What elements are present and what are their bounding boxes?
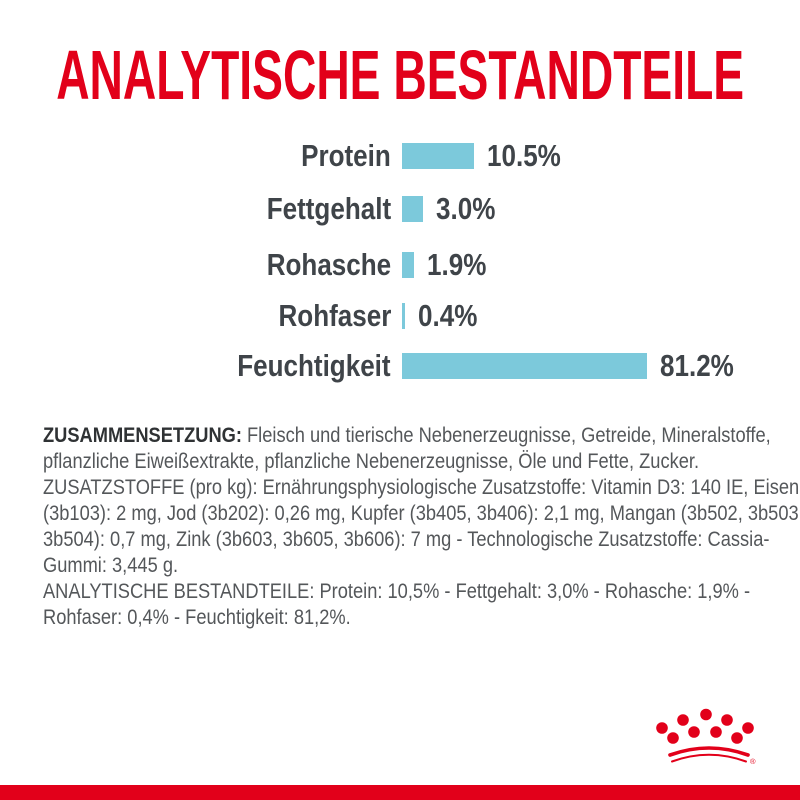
info-line: ZUSATZSTOFFE (pro kg): Ernährungsphysiol… — [43, 476, 800, 499]
feuchtigkeit-bar — [402, 353, 647, 379]
composition-line1-rest: Fleisch und tierische Nebenerzeugnisse, … — [241, 424, 771, 447]
rohfaser-label: Rohfaser — [278, 298, 391, 333]
protein-value: 10.5% — [487, 138, 561, 173]
info-line: (3b103): 2 mg, Jod (3b202): 0,26 mg, Kup… — [43, 502, 800, 525]
rohasche-label: Rohasche — [266, 247, 391, 282]
protein-bar — [402, 143, 474, 169]
composition-text-block: ZUSAMMENSETZUNG: Fleisch und tierische N… — [43, 423, 800, 631]
composition-heading: ZUSAMMENSETZUNG: — [43, 424, 242, 447]
royal-canin-crown-icon: ® — [656, 708, 756, 766]
feuchtigkeit-value: 81.2% — [660, 348, 734, 383]
fettgehalt-value: 3.0% — [436, 191, 496, 226]
chart-row-feuchtigkeit: Feuchtigkeit 81.2% — [0, 348, 800, 383]
rohasche-value: 1.9% — [427, 247, 487, 282]
rohfaser-value: 0.4% — [418, 298, 478, 333]
chart-row-fettgehalt: Fettgehalt 3.0% — [0, 191, 800, 226]
info-line: 3b504): 0,7 mg, Zink (3b603, 3b605, 3b60… — [43, 528, 770, 551]
chart-row-rohasche: Rohasche 1.9% — [0, 247, 800, 282]
info-line: Rohfaser: 0,4% - Feuchtigkeit: 81,2%. — [43, 606, 351, 629]
page-title: ANALYTISCHE BESTANDTEILE — [0, 36, 800, 114]
info-line-composition: ZUSAMMENSETZUNG: Fleisch und tierische N… — [43, 423, 771, 449]
feuchtigkeit-label: Feuchtigkeit — [237, 348, 391, 383]
page-title-text: ANALYTISCHE BESTANDTEILE — [56, 36, 744, 114]
registered-trademark-icon: ® — [750, 757, 756, 766]
protein-label: Protein — [301, 138, 391, 173]
info-line: pflanzliche Eiweißextrakte, pflanzliche … — [43, 450, 700, 473]
fettgehalt-bar — [402, 196, 423, 222]
info-lines: pflanzliche Eiweißextrakte, pflanzliche … — [43, 449, 800, 631]
rohfaser-bar — [402, 303, 405, 329]
bottom-red-bar — [0, 785, 800, 800]
info-line: ANALYTISCHE BESTANDTEILE: Protein: 10,5%… — [43, 580, 751, 603]
chart-row-protein: Protein 10.5% — [0, 138, 800, 173]
fettgehalt-label: Fettgehalt — [266, 191, 391, 226]
rohasche-bar — [402, 252, 414, 278]
info-line: Gummi: 3,445 g. — [43, 554, 179, 577]
chart-row-rohfaser: Rohfaser 0.4% — [0, 298, 800, 333]
